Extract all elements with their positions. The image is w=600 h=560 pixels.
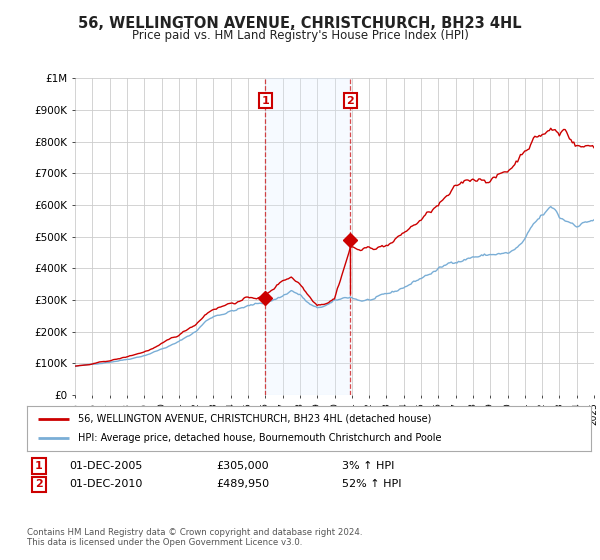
Text: Contains HM Land Registry data © Crown copyright and database right 2024.
This d: Contains HM Land Registry data © Crown c…	[27, 528, 362, 547]
Text: 1: 1	[35, 461, 43, 471]
Text: £305,000: £305,000	[216, 461, 269, 471]
Text: 56, WELLINGTON AVENUE, CHRISTCHURCH, BH23 4HL: 56, WELLINGTON AVENUE, CHRISTCHURCH, BH2…	[78, 16, 522, 31]
Text: 2: 2	[346, 96, 354, 105]
Text: 01-DEC-2005: 01-DEC-2005	[69, 461, 142, 471]
Bar	[265, 78, 350, 395]
Text: 2: 2	[35, 479, 43, 489]
Text: £489,950: £489,950	[216, 479, 269, 489]
Text: HPI: Average price, detached house, Bournemouth Christchurch and Poole: HPI: Average price, detached house, Bour…	[78, 433, 441, 444]
Text: Price paid vs. HM Land Registry's House Price Index (HPI): Price paid vs. HM Land Registry's House …	[131, 29, 469, 42]
Text: 01-DEC-2010: 01-DEC-2010	[69, 479, 142, 489]
Text: 1: 1	[262, 96, 269, 105]
Text: 52% ↑ HPI: 52% ↑ HPI	[342, 479, 401, 489]
Text: 3% ↑ HPI: 3% ↑ HPI	[342, 461, 394, 471]
Text: 56, WELLINGTON AVENUE, CHRISTCHURCH, BH23 4HL (detached house): 56, WELLINGTON AVENUE, CHRISTCHURCH, BH2…	[78, 413, 431, 423]
